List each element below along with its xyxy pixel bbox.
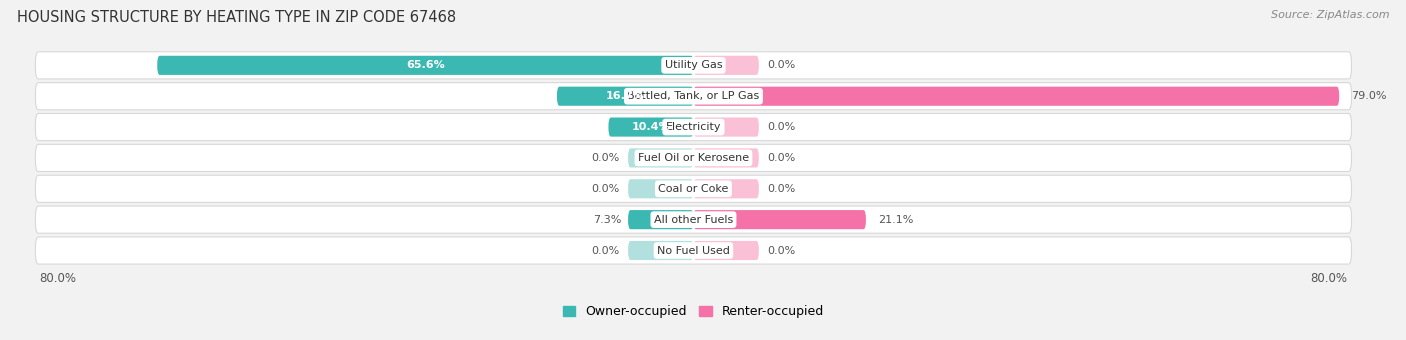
Text: 0.0%: 0.0% [592,153,620,163]
Text: 65.6%: 65.6% [406,60,444,70]
FancyBboxPatch shape [35,83,1351,110]
Text: 0.0%: 0.0% [768,122,796,132]
FancyBboxPatch shape [628,179,693,198]
Text: 0.0%: 0.0% [768,184,796,194]
FancyBboxPatch shape [693,87,1339,106]
Text: 16.7%: 16.7% [606,91,644,101]
Text: 0.0%: 0.0% [768,153,796,163]
FancyBboxPatch shape [693,118,759,137]
FancyBboxPatch shape [628,210,693,229]
Text: No Fuel Used: No Fuel Used [657,245,730,255]
FancyBboxPatch shape [35,175,1351,202]
Text: 79.0%: 79.0% [1351,91,1386,101]
Text: Bottled, Tank, or LP Gas: Bottled, Tank, or LP Gas [627,91,759,101]
Text: 80.0%: 80.0% [39,272,76,285]
Text: Utility Gas: Utility Gas [665,60,723,70]
FancyBboxPatch shape [35,237,1351,264]
FancyBboxPatch shape [609,118,693,137]
Text: 21.1%: 21.1% [879,215,914,225]
FancyBboxPatch shape [35,144,1351,171]
Text: 0.0%: 0.0% [592,184,620,194]
Text: 80.0%: 80.0% [1310,272,1347,285]
Text: 7.3%: 7.3% [593,215,621,225]
Text: All other Fuels: All other Fuels [654,215,733,225]
Text: 0.0%: 0.0% [768,245,796,255]
FancyBboxPatch shape [693,179,759,198]
FancyBboxPatch shape [693,241,759,260]
Text: HOUSING STRUCTURE BY HEATING TYPE IN ZIP CODE 67468: HOUSING STRUCTURE BY HEATING TYPE IN ZIP… [17,10,456,25]
FancyBboxPatch shape [693,56,759,75]
Text: 0.0%: 0.0% [768,60,796,70]
Text: 10.4%: 10.4% [631,122,671,132]
FancyBboxPatch shape [35,114,1351,141]
FancyBboxPatch shape [557,87,693,106]
FancyBboxPatch shape [693,148,759,168]
Text: 0.0%: 0.0% [592,245,620,255]
Text: Electricity: Electricity [665,122,721,132]
FancyBboxPatch shape [35,206,1351,233]
FancyBboxPatch shape [628,148,693,168]
FancyBboxPatch shape [35,52,1351,79]
Legend: Owner-occupied, Renter-occupied: Owner-occupied, Renter-occupied [562,305,824,318]
Text: Fuel Oil or Kerosene: Fuel Oil or Kerosene [638,153,749,163]
FancyBboxPatch shape [628,241,693,260]
FancyBboxPatch shape [693,210,866,229]
Text: Source: ZipAtlas.com: Source: ZipAtlas.com [1271,10,1389,20]
Text: Coal or Coke: Coal or Coke [658,184,728,194]
FancyBboxPatch shape [157,56,693,75]
